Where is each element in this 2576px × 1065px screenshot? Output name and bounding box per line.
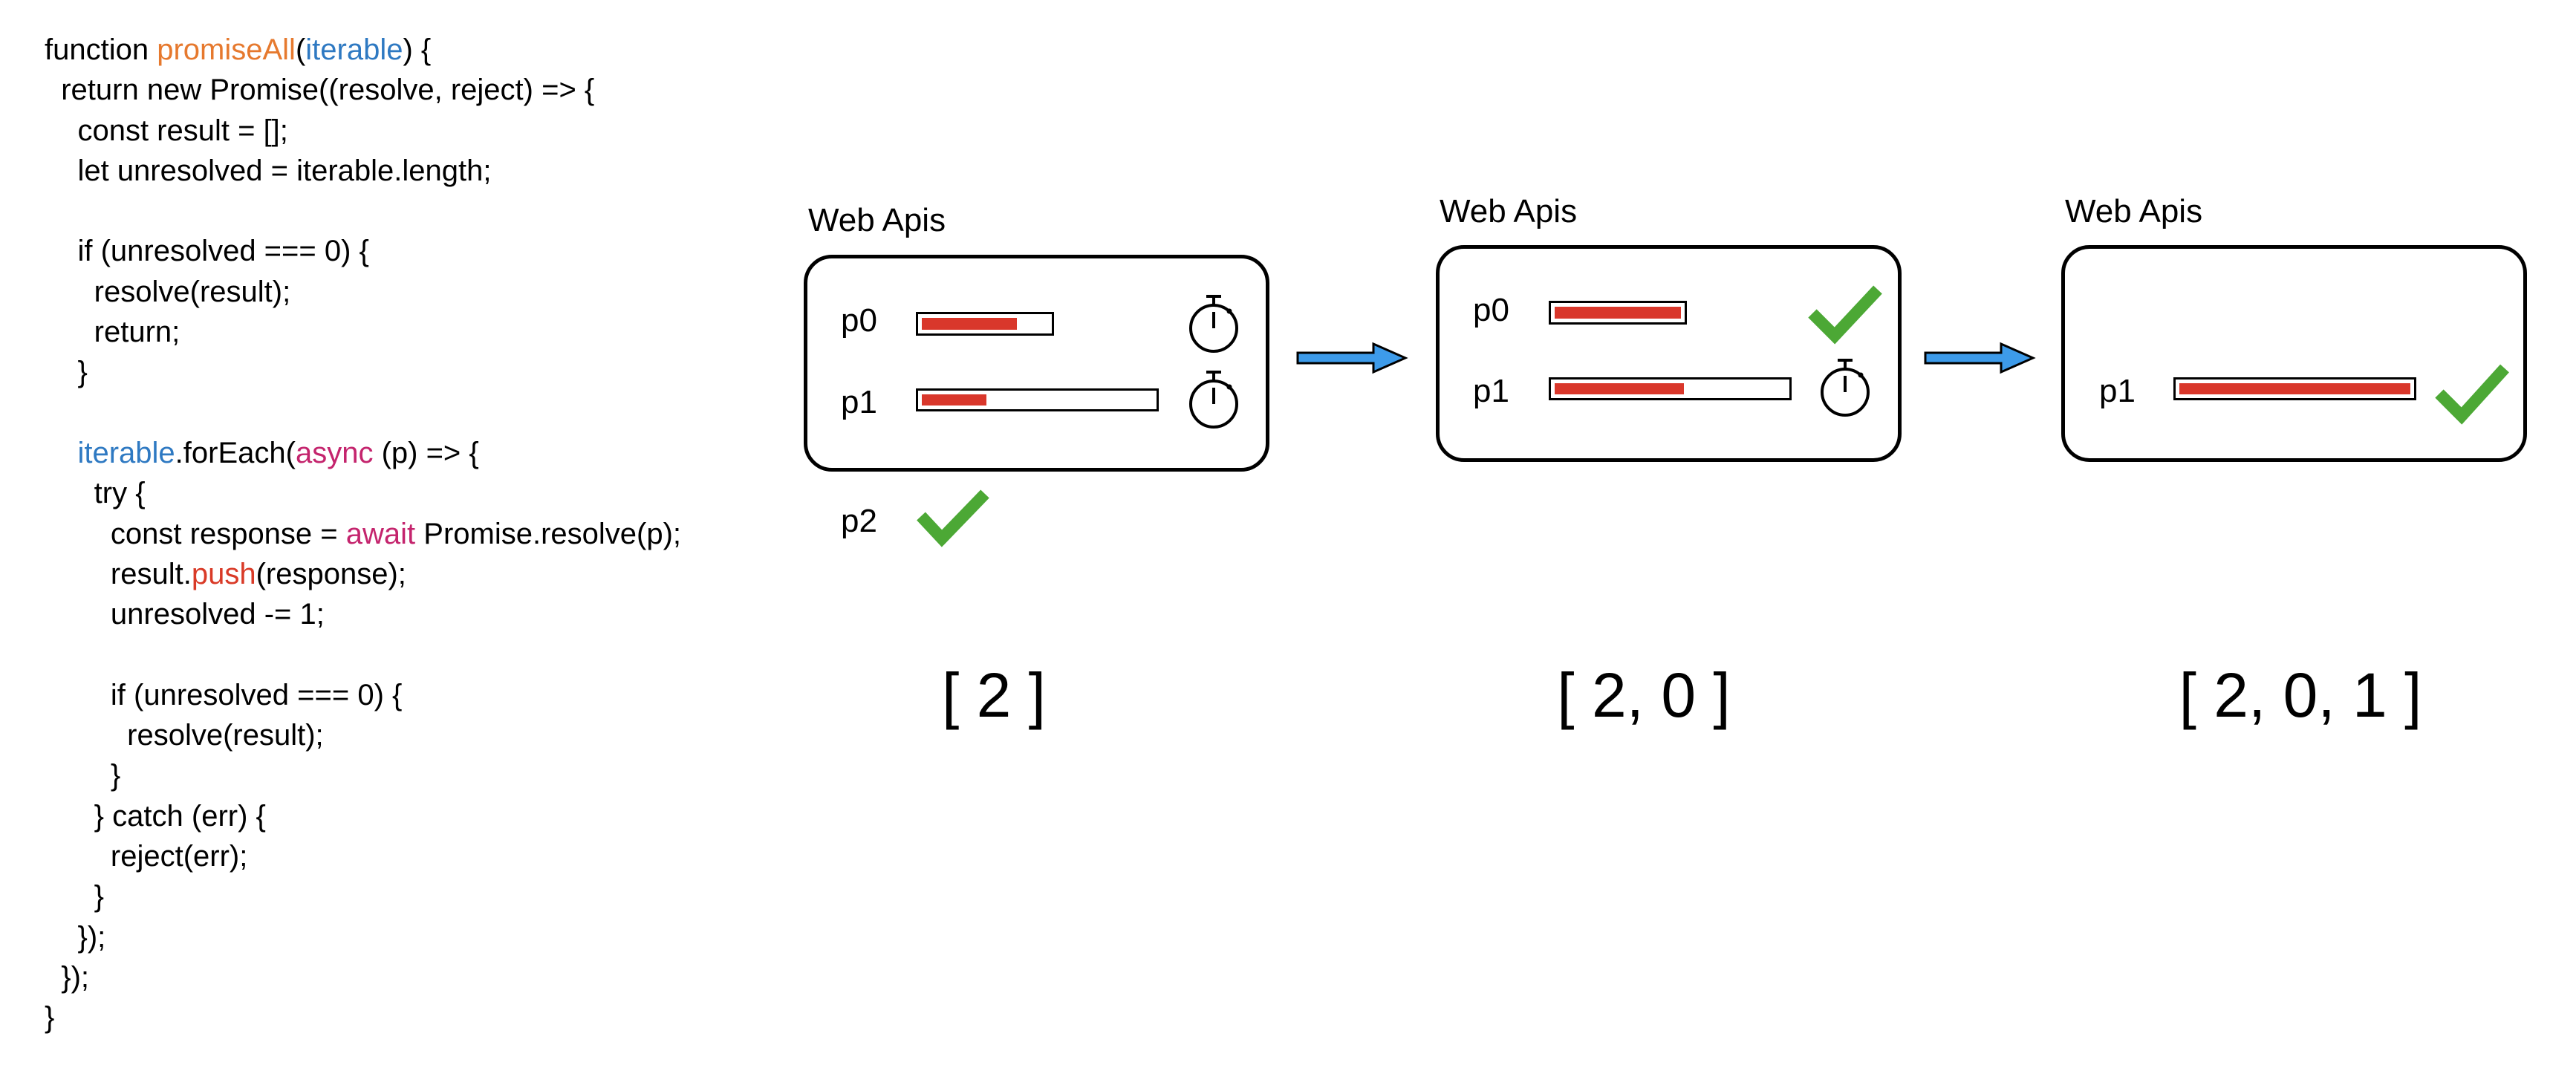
code-token: promiseAll <box>157 33 296 66</box>
stage-3-result-array: [ 2, 0, 1 ] <box>2179 660 2422 730</box>
check-icon <box>917 489 989 547</box>
code-line: } <box>45 755 795 795</box>
code-token: reject(err); <box>45 839 248 873</box>
check-icon <box>1808 285 1882 345</box>
code-token: return; <box>45 316 180 349</box>
timer-icon <box>1821 359 1870 417</box>
code-token: } <box>45 759 121 792</box>
stage-2-promise-label-p0: p0 <box>1473 292 1509 328</box>
code-token: Promise.resolve(p); <box>415 517 682 550</box>
code-line: }); <box>45 917 795 957</box>
code-token: iterable <box>77 436 175 469</box>
stage-2-progress-fill-p1 <box>1555 383 1684 394</box>
code-line: }); <box>45 957 795 997</box>
stage-1-promise-label-p1: p1 <box>841 384 877 420</box>
code-token: const response = <box>45 517 346 550</box>
code-token: function <box>45 33 157 66</box>
code-line <box>45 634 795 674</box>
code-token: (p) => { <box>373 436 479 469</box>
code-token: await <box>345 517 416 550</box>
code-line <box>45 393 795 433</box>
stage-1-title: Web Apis <box>808 202 946 238</box>
code-token: ) { <box>403 33 432 66</box>
code-token: resolve(result); <box>45 275 291 308</box>
code-line: try { <box>45 473 795 513</box>
code-token: push <box>191 557 256 590</box>
code-token: ( <box>295 33 306 66</box>
code-line: resolve(result); <box>45 272 795 312</box>
code-listing: function promiseAll(iterable) { return n… <box>45 30 795 1038</box>
code-token: if (unresolved === 0) { <box>45 235 369 268</box>
code-token: result. <box>45 557 192 590</box>
code-token: .forEach( <box>175 436 296 469</box>
code-token: }); <box>45 960 90 994</box>
code-line: return; <box>45 312 795 352</box>
stage-1-progress-bar-p1 <box>916 388 1159 411</box>
code-token: if (unresolved === 0) { <box>45 678 403 711</box>
code-line: } <box>45 876 795 916</box>
code-token: }); <box>45 920 106 954</box>
code-token: let unresolved = iterable.length; <box>45 154 492 187</box>
code-line: if (unresolved === 0) { <box>45 231 795 271</box>
stage-3-progress-bar-p1 <box>2173 377 2416 400</box>
arrow-right-icon <box>1296 342 1408 374</box>
code-line: let unresolved = iterable.length; <box>45 151 795 191</box>
code-line: if (unresolved === 0) { <box>45 675 795 715</box>
code-token: async <box>295 436 374 469</box>
timer-icon <box>1189 371 1238 429</box>
stage-2-title: Web Apis <box>1440 193 1578 229</box>
timer-icon <box>1189 295 1238 353</box>
arrow-right-icon <box>1924 342 2036 374</box>
code-line: function promiseAll(iterable) { <box>45 30 795 70</box>
code-line: } catch (err) { <box>45 796 795 836</box>
stage-1-progress-fill-p1 <box>922 394 986 406</box>
stage-2-progress-fill-p0 <box>1555 307 1681 319</box>
code-token: (response); <box>256 557 406 590</box>
stage-2-result-array: [ 2, 0 ] <box>1557 660 1731 730</box>
code-line: const result = []; <box>45 111 795 151</box>
code-token: } <box>45 880 105 913</box>
stage-1-resolved-label-p2: p2 <box>841 503 877 539</box>
stage-1-web-apis-box <box>804 255 1269 472</box>
stage-1-progress-fill-p0 <box>922 318 1017 330</box>
code-line: } <box>45 352 795 392</box>
check-icon <box>2435 364 2509 425</box>
stage-2-promise-label-p1: p1 <box>1473 373 1509 409</box>
code-token: } <box>45 356 88 389</box>
code-token: unresolved -= 1; <box>45 598 325 631</box>
stage-3-progress-fill-p1 <box>2179 383 2410 394</box>
code-token: resolve(result); <box>45 719 324 752</box>
code-line: return new Promise((resolve, reject) => … <box>45 70 795 110</box>
code-token: } catch (err) { <box>45 799 266 833</box>
code-token: return new Promise((resolve, reject) => … <box>45 74 595 107</box>
code-line: const response = await Promise.resolve(p… <box>45 514 795 554</box>
code-token: try { <box>45 477 146 510</box>
code-token <box>45 437 77 469</box>
code-line <box>45 191 795 231</box>
stage-2-web-apis-box <box>1436 245 1902 462</box>
code-line: } <box>45 997 795 1038</box>
stage-2-progress-bar-p1 <box>1549 377 1792 400</box>
code-line: result.push(response); <box>45 554 795 594</box>
stage-1-result-array: [ 2 ] <box>941 660 1047 730</box>
code-line: reject(err); <box>45 836 795 876</box>
code-token: const result = []; <box>45 114 288 147</box>
stage-1-promise-label-p0: p0 <box>841 302 877 339</box>
stage-3-title: Web Apis <box>2065 193 2203 229</box>
stage-2-progress-bar-p0 <box>1549 301 1687 325</box>
stage-3-promise-label-p1: p1 <box>2099 373 2136 409</box>
code-line: resolve(result); <box>45 715 795 755</box>
code-token: } <box>45 1001 55 1035</box>
code-token: iterable <box>305 33 403 66</box>
code-line: unresolved -= 1; <box>45 594 795 634</box>
code-line: iterable.forEach(async (p) => { <box>45 433 795 473</box>
stage-3-web-apis-box <box>2061 245 2527 462</box>
stage-1-progress-bar-p0 <box>916 312 1054 336</box>
